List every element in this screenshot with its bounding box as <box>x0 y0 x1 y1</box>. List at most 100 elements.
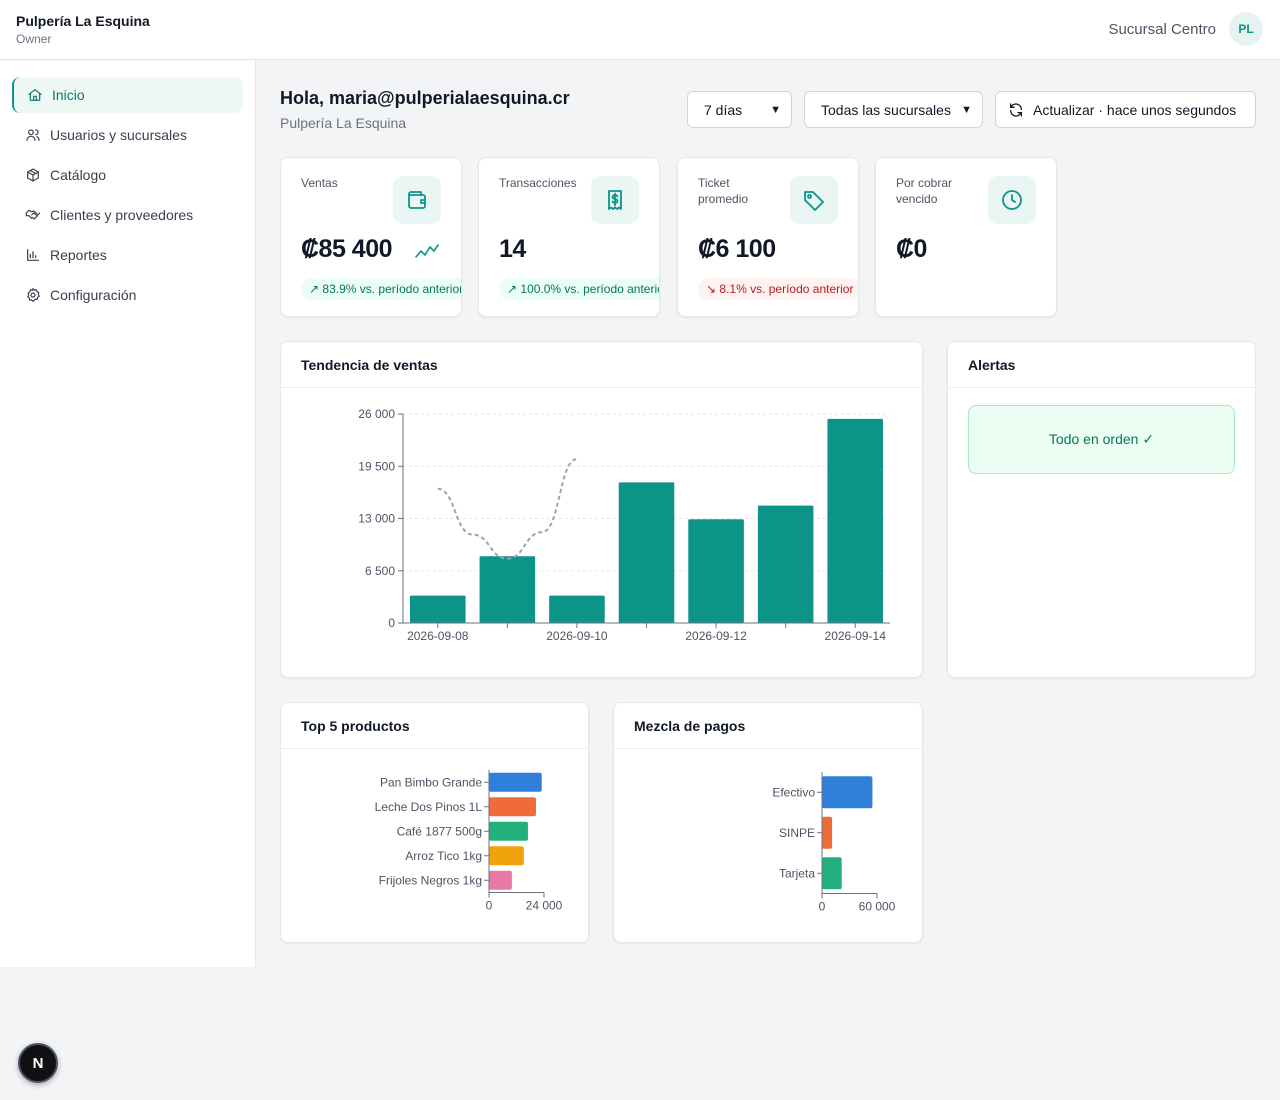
x-tick-label: 24 000 <box>526 899 563 913</box>
kpi-card-transacciones: Transacciones 14 ↗ 100.0% vs. período an… <box>478 157 660 317</box>
kpi-delta-text: 83.9% vs. período anterior <box>322 282 462 296</box>
bar <box>822 816 833 849</box>
category-label: Tarjeta <box>779 866 815 880</box>
branch-select[interactable]: Todas las sucursales ▼ <box>804 91 983 128</box>
category-label: Pan Bimbo Grande <box>380 775 482 789</box>
y-tick-label: 19 500 <box>358 459 395 473</box>
chevron-down-icon: ▼ <box>770 103 781 116</box>
bar <box>822 776 873 809</box>
brand-role: Owner <box>16 32 52 46</box>
bar <box>489 797 536 817</box>
users-icon <box>24 126 42 144</box>
category-label: Frijoles Negros 1kg <box>379 873 482 887</box>
y-tick-label: 13 000 <box>358 512 395 526</box>
kpi-delta: ↗ 83.9% vs. período anterior <box>301 278 462 300</box>
bar <box>757 505 814 623</box>
sidebar-item-label: Reportes <box>50 247 107 263</box>
tag-icon <box>790 176 838 224</box>
y-tick-label: 26 000 <box>358 407 395 421</box>
bar <box>489 821 528 841</box>
kpi-delta-text: 100.0% vs. período anterior <box>520 282 660 296</box>
bar <box>489 772 542 792</box>
sidebar-item-label: Clientes y proveedores <box>50 207 194 223</box>
x-tick-label: 0 <box>486 899 493 913</box>
kpi-value: ₡85 400 <box>301 235 393 263</box>
refresh-button[interactable]: Actualizar · hace unos segundos <box>995 91 1256 128</box>
top-bar: Pulpería La Esquina Owner Sucursal Centr… <box>0 0 1280 60</box>
sidebar-item-usuarios[interactable]: Usuarios y sucursales <box>12 117 243 153</box>
clock-icon <box>988 176 1036 224</box>
trend-up-icon <box>414 240 440 260</box>
x-tick-label: 0 <box>819 900 826 914</box>
brand-name: Pulpería La Esquina <box>16 13 150 29</box>
wallet-icon <box>393 176 441 224</box>
bar <box>410 595 466 623</box>
alert-ok-message: Todo en orden ✓ <box>968 405 1235 474</box>
x-tick-label: 2026-09-14 <box>825 629 887 643</box>
top-products-card: Top 5 productos Pan Bimbo Grande Leche Do… <box>280 702 589 943</box>
sidebar-item-catalogo[interactable]: Catálogo <box>12 157 243 193</box>
bar <box>489 846 524 866</box>
card-title: Mezcla de pagos <box>614 703 922 749</box>
period-select[interactable]: 7 días ▼ <box>687 91 792 128</box>
kpi-delta-text: 8.1% vs. período anterior <box>719 282 854 296</box>
sales-trend-card: Tendencia de ventas 0 6 500 13 000 19 500 26… <box>280 341 923 678</box>
y-tick-label: 0 <box>388 616 395 630</box>
kpi-label: Ticket promedio <box>698 176 749 206</box>
avatar[interactable]: PL <box>1229 12 1263 46</box>
sidebar-item-label: Catálogo <box>50 167 107 183</box>
gear-icon <box>24 286 42 304</box>
bar <box>822 857 842 890</box>
alerts-card: Alertas Todo en orden ✓ <box>947 341 1256 678</box>
x-tick-label: 2026-09-12 <box>685 629 747 643</box>
category-label: Café 1877 500g <box>397 824 482 838</box>
sales-trend-chart: 0 6 500 13 000 19 500 26 000 2026-09-08 2026-0… <box>358 407 890 643</box>
kpi-card-por-cobrar: Por cobrar vencido ₡0 <box>875 157 1057 317</box>
trend-line <box>437 458 578 560</box>
period-select-value: 7 días <box>704 101 743 118</box>
brand[interactable]: Pulpería La Esquina Owner <box>16 13 150 46</box>
kpi-value: 14 <box>499 235 526 263</box>
refresh-icon <box>1010 102 1022 117</box>
current-branch[interactable]: Sucursal Centro <box>1108 21 1216 38</box>
sidebar-item-clientes[interactable]: Clientes y proveedores <box>12 197 243 233</box>
sidebar-item-label: Inicio <box>52 87 85 103</box>
kpi-card-ventas: Ventas ₡85 400 ↗ 83.9% vs. período anter… <box>280 157 462 317</box>
kpi-value: ₡6 100 <box>698 235 776 263</box>
arrow-up-right-icon: ↗ <box>507 282 521 296</box>
chevron-down-icon: ▼ <box>961 103 972 116</box>
bar <box>549 595 605 623</box>
sidebar-item-configuracion[interactable]: Configuración <box>12 277 243 313</box>
handshake-icon <box>24 206 42 224</box>
kpi-label: Transacciones <box>499 176 577 190</box>
bar <box>688 519 744 623</box>
branch-select-value: Todas las sucursales <box>821 101 951 118</box>
bar <box>479 556 536 623</box>
bar-chart-icon <box>24 246 42 264</box>
kpi-delta: ↘ 8.1% vs. período anterior <box>698 278 858 300</box>
sidebar-item-reportes[interactable]: Reportes <box>12 237 243 273</box>
card-title: Tendencia de ventas <box>281 342 922 388</box>
y-tick-label: 6 500 <box>365 564 395 578</box>
category-label: Leche Dos Pinos 1L <box>375 800 483 814</box>
home-icon <box>26 86 44 104</box>
sidebar-item-inicio[interactable]: Inicio <box>12 77 243 113</box>
page-title: Hola, maria@pulperialaesquina.cr <box>280 88 570 108</box>
refresh-label: Actualizar · hace unos segundos <box>1033 101 1237 118</box>
greeting: Hola, maria@pulperialaesquina.cr Pulperí… <box>280 88 570 131</box>
receipt-icon <box>591 176 639 224</box>
bar <box>489 870 512 890</box>
next-dev-button[interactable]: N <box>18 1043 58 1083</box>
box-icon <box>24 166 42 184</box>
kpi-delta: ↗ 100.0% vs. período anterior <box>499 278 660 300</box>
sidebar-item-label: Usuarios y sucursales <box>50 127 187 143</box>
bar <box>618 482 675 623</box>
payment-mix-chart: Efectivo SINPE Tarjeta 0 60 000 <box>772 772 896 914</box>
bar <box>827 418 883 623</box>
top-products-chart: Pan Bimbo Grande Leche Dos Pinos 1L Café 1… <box>375 770 563 913</box>
sidebar-item-label: Configuración <box>50 287 137 303</box>
card-title: Alertas <box>948 342 1255 388</box>
kpi-label: Ventas <box>301 176 338 190</box>
x-tick-label: 2026-09-10 <box>546 629 608 643</box>
kpi-card-ticket: Ticket promedio ₡6 100 ↘ 8.1% vs. períod… <box>677 157 859 317</box>
